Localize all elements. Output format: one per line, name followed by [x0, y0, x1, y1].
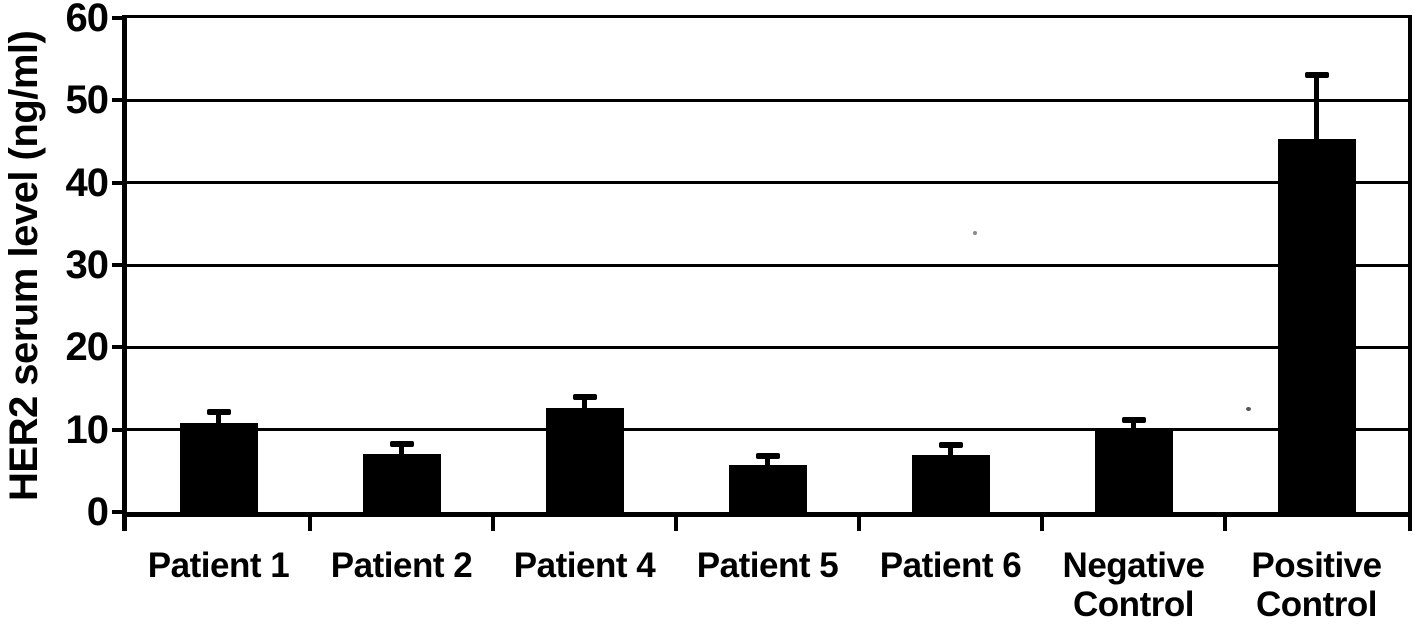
- bar-patient-6: [911, 455, 990, 512]
- gridline-y-40: [127, 181, 1408, 185]
- x-category-label-patient-5: Patient 5: [696, 546, 839, 585]
- x-axis-tick-1: [308, 517, 312, 531]
- plot-area: [122, 15, 1412, 517]
- scan-artifact-dot: [1246, 407, 1251, 411]
- error-bar-cap-patient-2: [389, 441, 414, 447]
- y-tick-label-10: 10: [65, 407, 110, 452]
- error-bar-cap-patient-1: [206, 409, 231, 415]
- error-bar-cap-patient-4: [572, 394, 597, 400]
- gridline-y-20: [127, 345, 1408, 349]
- y-tick-label-40: 40: [65, 160, 110, 205]
- x-axis-tick-3: [674, 517, 678, 531]
- error-bar-cap-patient-5: [755, 453, 780, 459]
- error-bar-line-patient-4: [582, 396, 587, 410]
- gridline-y-30: [127, 263, 1408, 267]
- x-category-label-patient-1: Patient 1: [147, 546, 290, 585]
- error-bar-line-patient-6: [948, 444, 953, 457]
- x-axis-left-end-tick: [122, 517, 127, 531]
- x-axis-tick-4: [857, 517, 861, 531]
- y-axis-tick-60: [112, 16, 127, 20]
- x-category-label-positive-control: Positive Control: [1251, 546, 1382, 624]
- error-bar-line-patient-2: [399, 443, 404, 456]
- error-bar-cap-positive-control: [1304, 72, 1329, 78]
- x-category-label-patient-4: Patient 4: [513, 546, 656, 585]
- y-tick-label-0: 0: [86, 490, 109, 534]
- gridline-y-50: [127, 98, 1408, 102]
- x-axis-tick-6: [1223, 517, 1227, 531]
- x-category-label-negative-control: Negative Control: [1062, 546, 1205, 624]
- error-bar-cap-patient-6: [938, 442, 963, 448]
- x-category-label-patient-2: Patient 2: [330, 546, 473, 585]
- x-axis-tick-2: [491, 517, 495, 531]
- bar-patient-4: [545, 408, 624, 512]
- y-axis-tick-40: [112, 180, 127, 185]
- x-axis-tick-5: [1040, 517, 1044, 531]
- y-tick-label-60: 60: [65, 0, 110, 40]
- error-bar-cap-negative-control: [1121, 417, 1146, 423]
- bar-patient-1: [179, 423, 258, 512]
- y-axis-tick-30: [112, 263, 127, 267]
- error-bar-line-patient-1: [216, 411, 221, 425]
- bar-patient-5: [728, 465, 807, 512]
- error-bar-line-negative-control: [1131, 419, 1136, 432]
- bar-negative-control: [1094, 430, 1173, 512]
- y-tick-label-30: 30: [65, 243, 110, 287]
- y-tick-label-20: 20: [65, 325, 110, 370]
- bar-positive-control: [1277, 139, 1356, 512]
- y-tick-label-50: 50: [65, 78, 110, 123]
- y-axis-tick-50: [112, 98, 127, 103]
- bar-patient-2: [362, 454, 441, 512]
- scan-artifact-dot: [973, 231, 977, 235]
- gridline-y-10: [127, 428, 1408, 432]
- y-axis-tick-20: [112, 345, 127, 350]
- y-axis-tick-10: [112, 427, 127, 432]
- x-category-label-patient-6: Patient 6: [879, 546, 1022, 585]
- error-bar-line-positive-control: [1314, 74, 1319, 141]
- y-axis-tick-0: [112, 510, 127, 514]
- error-bar-line-patient-5: [765, 455, 770, 467]
- x-axis-right-end-tick: [1408, 517, 1412, 531]
